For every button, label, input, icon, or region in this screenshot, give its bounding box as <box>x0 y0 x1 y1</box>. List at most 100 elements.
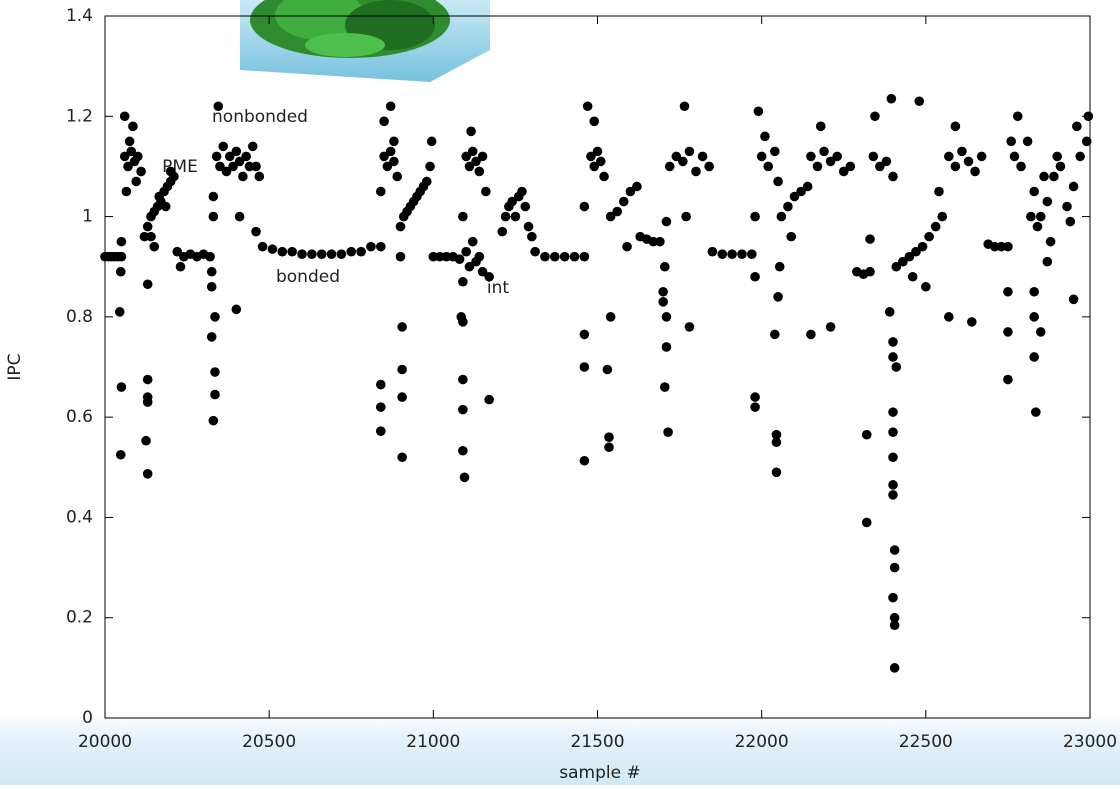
data-point <box>664 161 675 172</box>
data-point <box>428 251 439 262</box>
data-point <box>481 186 491 197</box>
data-point <box>126 146 137 157</box>
data-point <box>1065 216 1076 227</box>
data-point <box>889 620 900 631</box>
data-point <box>970 166 980 177</box>
data-point <box>881 156 892 167</box>
data-point <box>889 545 900 555</box>
data-point <box>773 292 783 302</box>
data-point <box>753 106 764 117</box>
data-point <box>397 364 407 375</box>
data-point <box>750 211 760 222</box>
data-point <box>123 161 133 172</box>
data-point <box>589 161 600 172</box>
data-point <box>215 161 225 172</box>
data-point <box>228 161 238 172</box>
data-point <box>142 279 153 290</box>
data-point <box>385 101 396 112</box>
data-point <box>884 307 895 317</box>
annotation: nonbonded <box>212 107 308 127</box>
data-point <box>773 176 783 187</box>
data-point <box>458 317 468 327</box>
data-point <box>464 161 475 172</box>
data-point <box>458 374 468 385</box>
data-point <box>658 286 668 297</box>
data-point <box>527 231 537 242</box>
data-point <box>520 201 531 212</box>
data-point <box>868 151 879 162</box>
data-point <box>888 490 898 500</box>
data-point <box>146 231 156 242</box>
data-point <box>1032 221 1043 232</box>
data-point <box>579 362 590 372</box>
data-point <box>888 427 898 437</box>
data-point <box>254 171 265 182</box>
data-point <box>602 364 613 375</box>
data-point <box>717 249 728 259</box>
data-point <box>326 249 337 259</box>
data-point <box>1042 196 1053 207</box>
data-point <box>376 379 386 390</box>
data-point <box>727 249 737 259</box>
data-point <box>1081 136 1092 147</box>
data-point <box>257 241 268 252</box>
data-point <box>1072 121 1082 132</box>
y-tick-label: 1.2 <box>66 106 93 126</box>
data-point <box>865 266 875 277</box>
data-point <box>149 241 160 252</box>
data-point <box>1029 352 1039 362</box>
data-point <box>247 141 258 152</box>
data-point <box>589 116 600 127</box>
data-point <box>786 231 797 242</box>
data-point <box>497 226 508 237</box>
data-point <box>944 312 954 322</box>
data-point <box>395 251 406 262</box>
data-point <box>886 93 897 104</box>
x-tick-label: 20500 <box>242 732 296 752</box>
data-point <box>663 427 673 437</box>
data-point <box>889 562 900 573</box>
data-point <box>244 161 255 172</box>
data-point <box>211 151 222 162</box>
data-point <box>210 312 220 322</box>
data-point <box>661 216 672 227</box>
data-point <box>356 246 366 257</box>
data-point <box>234 211 245 222</box>
data-point <box>397 452 407 463</box>
data-point <box>660 382 670 392</box>
data-point <box>461 151 471 162</box>
data-point <box>1075 151 1085 162</box>
data-point <box>1068 294 1079 305</box>
data-point <box>115 449 126 460</box>
y-tick-label: 0.2 <box>66 608 93 628</box>
data-point <box>208 191 219 202</box>
data-point <box>507 196 517 207</box>
data-point <box>218 141 228 152</box>
data-point <box>1039 171 1049 182</box>
data-point <box>454 254 465 264</box>
data-point <box>477 266 488 277</box>
data-point <box>346 246 357 257</box>
data-point <box>914 96 925 107</box>
data-point <box>802 181 813 192</box>
data-point <box>924 231 934 242</box>
data-point <box>484 271 494 282</box>
data-point <box>251 226 261 237</box>
data-point <box>756 151 767 162</box>
data-point <box>116 382 127 392</box>
data-point <box>550 251 560 262</box>
data-point <box>1022 136 1033 147</box>
data-point <box>1035 327 1046 337</box>
data-point <box>1031 407 1041 417</box>
data-point <box>1083 111 1094 122</box>
data-point <box>172 246 183 257</box>
data-point <box>241 151 251 162</box>
data-point <box>957 146 967 157</box>
data-point <box>825 322 836 332</box>
data-point <box>586 151 596 162</box>
data-point <box>458 276 468 287</box>
data-point <box>806 329 816 340</box>
data-point <box>1009 151 1020 162</box>
data-point <box>737 249 747 259</box>
data-point <box>141 435 151 446</box>
